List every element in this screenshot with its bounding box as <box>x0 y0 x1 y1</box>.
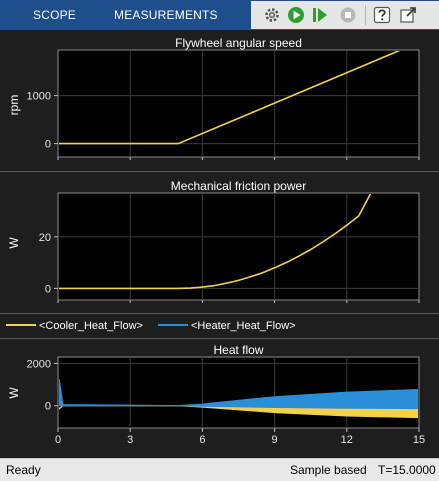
axes-divider <box>0 338 439 339</box>
y-axis-label: rpm <box>7 95 21 116</box>
stop-icon <box>340 7 356 23</box>
axes-divider <box>0 171 439 172</box>
settings-button[interactable] <box>261 4 283 26</box>
status-bar: Ready Sample based T=15.0000 <box>0 458 439 481</box>
run-button[interactable] <box>285 4 307 26</box>
x-tick-label: 6 <box>199 434 205 446</box>
series-line <box>59 51 401 145</box>
stop-button[interactable] <box>337 4 359 26</box>
help-icon <box>373 6 391 24</box>
tab-measurements[interactable]: MEASUREMENTS <box>114 8 218 22</box>
series-band-heater-heat-flow <box>59 379 418 410</box>
undock-icon <box>400 7 416 23</box>
step-forward-icon <box>313 8 327 22</box>
x-tick-label: 15 <box>413 434 425 446</box>
axes-title: Flywheel angular speed <box>175 36 302 50</box>
axes-plot-background <box>57 192 420 301</box>
x-tick-label: 9 <box>272 434 278 446</box>
toolbar-separator <box>365 5 366 25</box>
y-tick-label: 0 <box>45 139 51 151</box>
axes-divider <box>0 313 439 314</box>
y-tick-label: 20 <box>39 232 51 244</box>
y-tick-label: 0 <box>45 401 51 413</box>
y-tick-label: 2000 <box>27 358 51 370</box>
y-tick-label: 0 <box>45 283 51 295</box>
status-sample-mode: Sample based <box>290 463 367 477</box>
y-axis-label: W <box>7 387 21 399</box>
legend-entry: <Heater_Heat_Flow> <box>191 320 296 332</box>
x-tick-label: 12 <box>341 434 353 446</box>
undock-button[interactable] <box>397 4 419 26</box>
help-button[interactable] <box>371 4 393 26</box>
y-axis-label: W <box>7 237 21 249</box>
toolstrip-actions <box>251 1 439 29</box>
y-tick-label: 1000 <box>27 91 51 103</box>
x-tick-label: 3 <box>127 434 133 446</box>
settings-icon <box>265 8 279 22</box>
scope-plot-area: 0 1000 Flywheel angular speed rpm 0 20 Mechani… <box>0 30 439 458</box>
axes-title: Mechanical friction power <box>171 179 306 193</box>
status-ready: Ready <box>6 463 41 477</box>
step-forward-button[interactable] <box>309 4 331 26</box>
axes-plot-background <box>57 49 420 158</box>
status-time: T=15.0000 <box>378 463 436 477</box>
scope-toolbar: SCOPE MEASUREMENTS <box>0 0 439 30</box>
tab-scope[interactable]: SCOPE <box>33 8 77 22</box>
axes-title: Heat flow <box>213 343 263 357</box>
series-line <box>59 194 372 290</box>
scope-axes-container: 0 1000 Flywheel angular speed rpm 0 20 Mechani… <box>6 36 425 446</box>
x-tick-label: 0 <box>55 434 61 446</box>
run-icon <box>288 7 304 23</box>
legend-entry: <Cooler_Heat_Flow> <box>39 320 143 332</box>
